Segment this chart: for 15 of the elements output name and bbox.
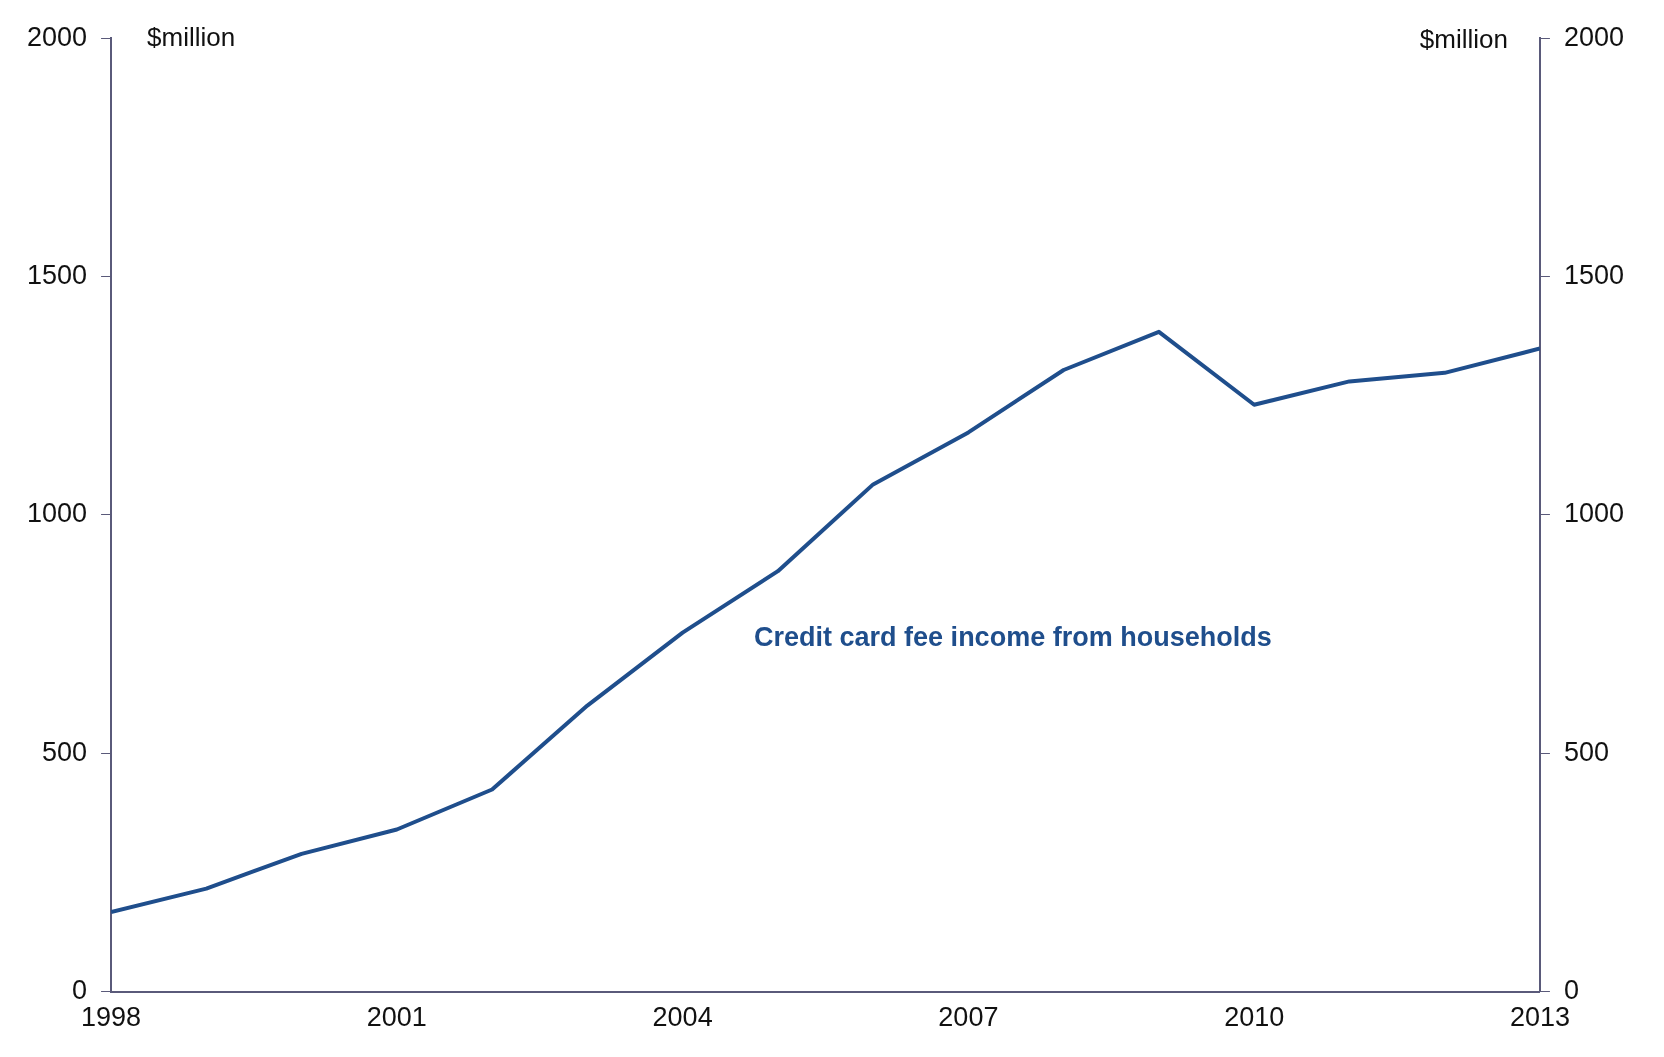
y-tick-label: 500 <box>42 736 88 767</box>
y2-tick-label: 1500 <box>1563 260 1625 290</box>
y-tick-label: 2000 <box>26 21 88 52</box>
y2-tick-label: 500 <box>1563 736 1609 767</box>
y2-tick-label: 1000 <box>1563 498 1625 529</box>
x-tick-label: 2010 <box>1224 1002 1285 1033</box>
y2-axis-title: $million <box>1419 24 1508 55</box>
x-tick-label: 2004 <box>652 1002 713 1033</box>
y-axis-title: $million <box>147 22 236 53</box>
annotation: Credit card fee income from households <box>754 622 1272 653</box>
x-tick-label: 2007 <box>938 1002 999 1033</box>
y2-tick-label: 2000 <box>1563 21 1625 52</box>
y-tick-label: 1000 <box>26 498 88 529</box>
x-tick-label: 2001 <box>366 1002 427 1033</box>
y-tick-label: 1500 <box>26 260 88 290</box>
